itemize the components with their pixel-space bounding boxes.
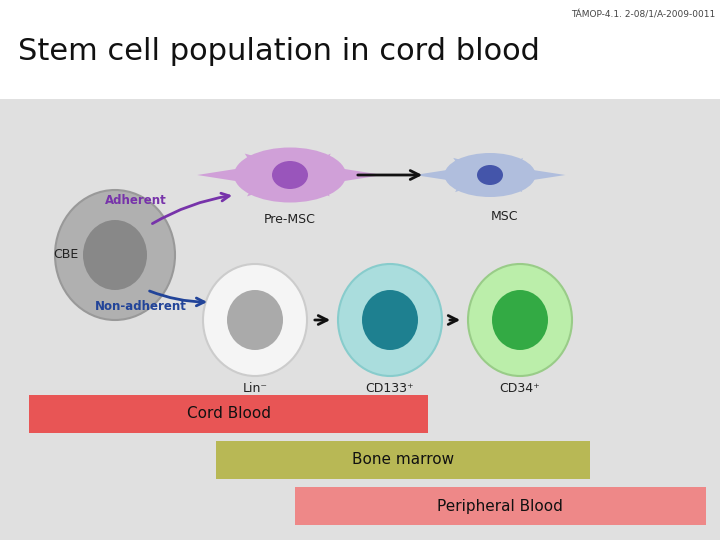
Ellipse shape [444,153,536,197]
Text: MSC: MSC [491,210,518,223]
Text: Adherent: Adherent [105,193,167,206]
Text: Peripheral Blood: Peripheral Blood [438,498,563,514]
Ellipse shape [234,147,346,202]
Polygon shape [512,185,522,192]
Text: Cord Blood: Cord Blood [186,407,271,422]
Ellipse shape [272,161,308,189]
Ellipse shape [55,190,175,320]
Polygon shape [415,168,477,181]
Text: Lin⁻: Lin⁻ [243,382,268,395]
Text: Non-adherent: Non-adherent [95,300,187,314]
Ellipse shape [83,220,147,290]
Bar [29,395,428,433]
Ellipse shape [338,264,442,376]
Text: Bone marrow: Bone marrow [352,453,454,468]
Polygon shape [455,184,469,192]
Bar [0,99,720,540]
Text: Pre-MSC: Pre-MSC [264,213,316,226]
Text: CD34⁺: CD34⁺ [500,382,541,395]
Ellipse shape [492,290,548,350]
Polygon shape [306,167,383,183]
Ellipse shape [477,165,503,185]
Bar [216,441,590,479]
Polygon shape [453,158,469,166]
Bar [0,0,720,99]
Ellipse shape [362,290,418,350]
Ellipse shape [227,290,283,350]
Polygon shape [245,153,265,164]
Polygon shape [197,167,274,183]
Text: CBE: CBE [53,248,78,261]
Polygon shape [317,187,330,197]
Polygon shape [512,158,523,165]
Ellipse shape [468,264,572,376]
Text: TÁMOP-4.1. 2-08/1/A-2009-0011: TÁMOP-4.1. 2-08/1/A-2009-0011 [571,10,715,19]
Ellipse shape [203,264,307,376]
Polygon shape [247,187,264,197]
Bar [295,487,706,525]
Polygon shape [503,168,565,181]
Text: Stem cell population in cord blood: Stem cell population in cord blood [18,37,540,66]
Polygon shape [317,153,330,163]
Text: CD133⁺: CD133⁺ [366,382,414,395]
